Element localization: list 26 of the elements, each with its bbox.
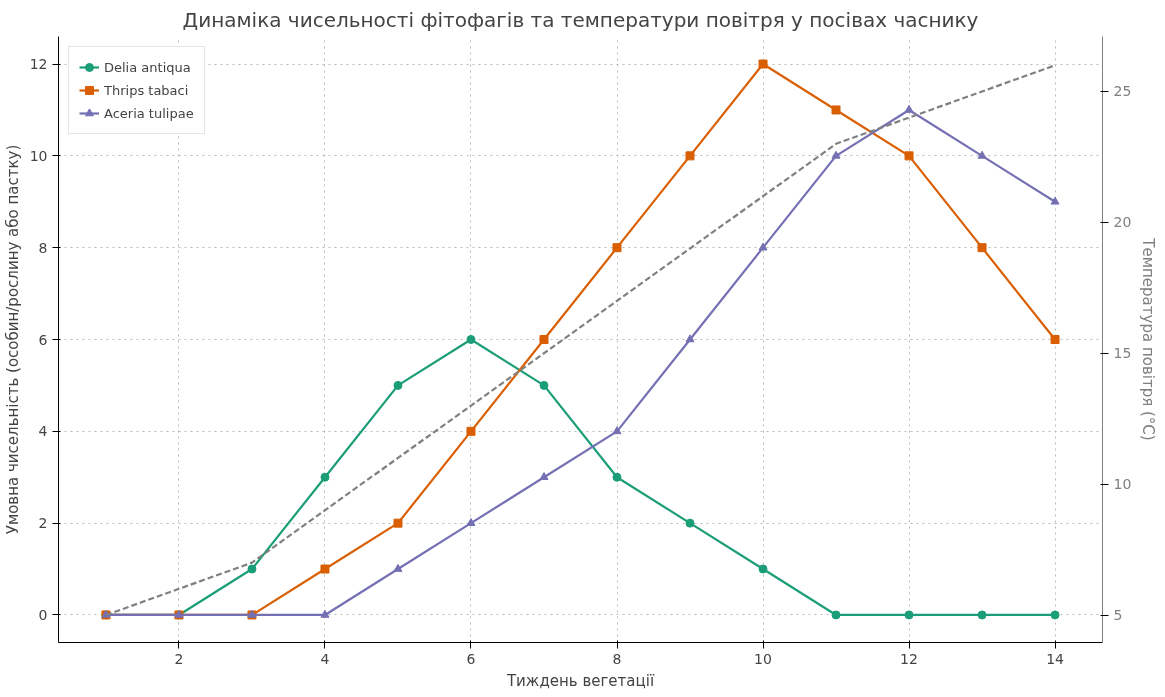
y2-tick-label: 25 xyxy=(1113,83,1132,100)
y2-tick-label: 20 xyxy=(1113,214,1132,231)
y-tick-label: 0 xyxy=(38,606,48,623)
y2-axis-title: Температура повітря (°C) xyxy=(1139,237,1158,441)
chart-title: Динаміка чисельності фітофагів та температури повітря у посівах часнику xyxy=(182,7,979,32)
x-tick-label: 6 xyxy=(466,650,476,667)
y2-tick-label: 10 xyxy=(1113,476,1132,493)
x-tick-label: 8 xyxy=(612,650,622,667)
x-tick-label: 4 xyxy=(320,650,330,667)
y-axis-title: Умовна чисельність (особин/рослину або пастку) xyxy=(3,144,22,535)
y-tick-label: 6 xyxy=(38,331,48,348)
y2-tick-label: 5 xyxy=(1113,607,1123,624)
x-tick-label: 14 xyxy=(1046,650,1065,667)
y-tick-label: 2 xyxy=(38,515,48,532)
legend-label: Aceria tulipae xyxy=(104,105,194,121)
legend-label: Delia antiqua xyxy=(104,59,191,75)
y-tick-label: 8 xyxy=(38,239,48,256)
x-tick-label: 10 xyxy=(754,650,772,667)
y-tick-label: 10 xyxy=(29,147,48,164)
x-tick-label: 2 xyxy=(174,650,184,667)
x-tick-label: 12 xyxy=(900,650,918,667)
y2-tick-label: 15 xyxy=(1113,345,1132,362)
legend-label: Thrips tabaci xyxy=(104,82,189,98)
x-axis-title: Тиждень вегетації xyxy=(505,671,655,690)
y-tick-label: 12 xyxy=(29,56,48,73)
y-tick-label: 4 xyxy=(38,423,48,440)
